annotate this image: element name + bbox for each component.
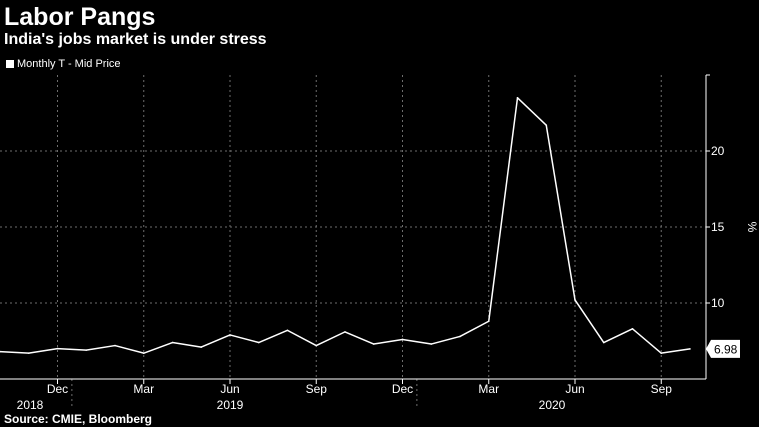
data-point xyxy=(372,343,375,345)
y-axis-label: % xyxy=(745,222,759,233)
data-point xyxy=(257,341,260,344)
data-point xyxy=(142,352,145,354)
x-tick-label: Sep xyxy=(306,382,328,396)
data-point xyxy=(56,347,59,350)
data-point xyxy=(85,349,88,351)
source-note: Source: CMIE, Bloomberg xyxy=(4,412,153,426)
data-point xyxy=(286,329,289,332)
data-point xyxy=(0,350,1,353)
x-tick-label: Mar xyxy=(478,382,499,396)
grid-layer xyxy=(0,75,706,409)
data-point xyxy=(401,338,404,341)
data-point xyxy=(229,334,231,336)
series-layer xyxy=(0,97,691,354)
x-tick-label: Jun xyxy=(565,382,584,396)
data-point xyxy=(344,331,346,333)
data-point xyxy=(545,124,548,126)
x-year-label: 2019 xyxy=(217,398,244,412)
x-tick-label: Dec xyxy=(392,382,413,396)
x-tick-label: Sep xyxy=(651,382,673,396)
label-layer: 6.98 xyxy=(706,339,740,358)
data-point xyxy=(516,97,519,99)
legend-swatch xyxy=(6,60,14,68)
chart-title: Labor Pangs xyxy=(4,3,156,31)
legend: Monthly T - Mid Price xyxy=(6,57,121,71)
chart-subtitle: India's jobs market is under stress xyxy=(4,31,267,48)
x-year-label: 2020 xyxy=(539,398,566,412)
data-point xyxy=(315,344,318,347)
last-value-label: 6.98 xyxy=(714,342,738,356)
data-point xyxy=(631,328,634,330)
data-point xyxy=(171,341,174,344)
last-value-box xyxy=(706,339,740,358)
y-tick-label: 20 xyxy=(711,144,725,158)
series-line xyxy=(0,97,691,354)
data-point xyxy=(200,346,203,348)
axis-layer: 10 15 20% Dec Mar Jun Sep Dec Mar Jun Sep 2018 2019 2… xyxy=(0,74,759,412)
data-point xyxy=(689,348,691,350)
data-point xyxy=(574,299,576,301)
y-tick-label: 15 xyxy=(711,220,725,234)
x-tick-label: Jun xyxy=(220,382,239,396)
data-point xyxy=(430,343,433,345)
x-year-label: 2018 xyxy=(17,398,44,412)
data-point xyxy=(487,320,490,323)
data-point xyxy=(660,352,663,354)
x-tick-label: Mar xyxy=(133,382,154,396)
x-tick-label: Dec xyxy=(47,382,68,396)
data-point xyxy=(459,335,461,338)
data-point xyxy=(27,352,30,354)
data-point xyxy=(114,344,116,347)
legend-label: Monthly T - Mid Price xyxy=(17,58,121,70)
y-tick-label: 10 xyxy=(711,296,725,310)
data-point xyxy=(602,341,605,344)
